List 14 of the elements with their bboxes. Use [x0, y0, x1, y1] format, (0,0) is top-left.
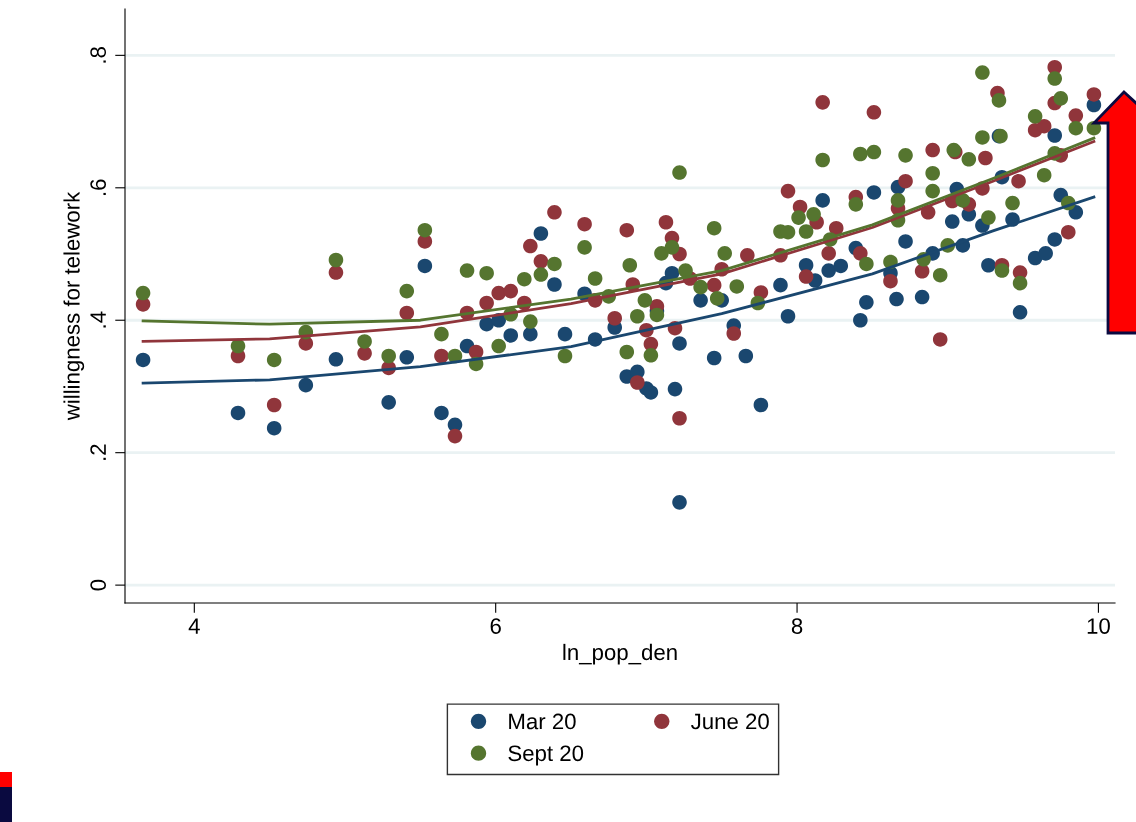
x-axis-title: ln_pop_den [563, 643, 677, 665]
y-tick-label: .4 [90, 311, 106, 328]
y-axis-title: willingness for telework [63, 191, 85, 421]
x-tick-label: 8 [791, 618, 803, 634]
y-tick-label: .8 [90, 47, 107, 63]
legend-label: Sept 20 [508, 745, 584, 766]
x-tick-label: 6 [490, 618, 501, 634]
x-tick-label: 4 [188, 618, 200, 634]
y-tick-label: .2 [90, 444, 106, 460]
legend-label: June 20 [691, 713, 769, 730]
y-tick-label: 0 [90, 579, 107, 591]
x-tick-label: 10 [1087, 618, 1110, 634]
legend-label: Mar 20 [509, 713, 576, 730]
y-tick-label: .6 [90, 179, 107, 196]
